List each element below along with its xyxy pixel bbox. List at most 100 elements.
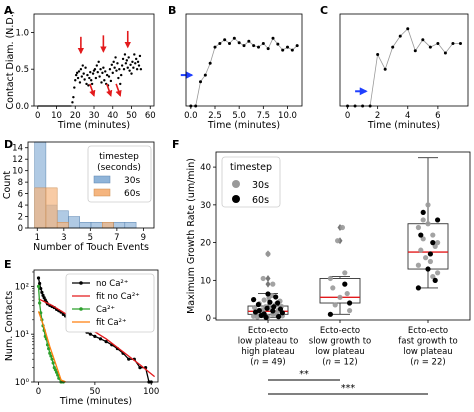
panel-b-point-3 (203, 73, 207, 77)
panel-f-category-label-1-1: slow growth to (309, 337, 371, 347)
panel-b-point-5 (213, 45, 217, 49)
panel-a-xtick-label-1: 10 (51, 111, 62, 121)
panel-f-ytick-label-2: 20 (200, 239, 211, 249)
panel-a-point-5 (75, 71, 79, 75)
panel-f-plot (247, 157, 449, 320)
panel-e-series-0-point-27 (93, 334, 97, 338)
panel-b-plot (180, 36, 299, 108)
panel-b-point-18 (276, 42, 280, 46)
panel-a-point-10 (80, 75, 84, 78)
panel-a-point-3 (74, 79, 77, 82)
panel-f-legend-marker-30s (232, 180, 240, 188)
panel-f-legend-box (221, 156, 281, 208)
panel-f-point-60s-1-1 (342, 281, 348, 287)
panel-e-series-0-point-26 (88, 332, 92, 336)
panel-a-point-13 (83, 78, 86, 81)
panel-a-point-21 (90, 82, 94, 86)
panel-f-point-30s-1-3 (342, 270, 348, 276)
panel-a-ytick-label-2: 1.0 (15, 28, 29, 38)
panel-b-xlabel: Time (minutes) (207, 120, 280, 131)
panel-a-point-54 (121, 57, 125, 61)
panel-a-point-44 (112, 60, 115, 64)
panel-c-ticks: 0 2 4 6 (345, 106, 441, 121)
panel-d-bar-30s-3 (68, 216, 80, 229)
panel-f: 0 10 20 30 40 Maximum Growth Rate (um/min) E… (186, 151, 471, 395)
panel-d-legend: timestep (seconds) 30s 60s (87, 145, 152, 203)
panel-f-ytick-label-0: 0 (206, 314, 211, 324)
panel-a-point-48 (116, 62, 119, 65)
panel-a-point-71 (137, 64, 141, 67)
panel-d-legend-box (87, 145, 152, 203)
panel-e-legend-label-0: no Ca²⁺ (96, 279, 128, 289)
panel-f-legend-title: timestep (230, 162, 272, 173)
panel-f-category-label-2-3: (n = 22) (410, 358, 445, 368)
panel-f-point-30s-2-0 (415, 224, 421, 231)
panel-e-frame (33, 269, 159, 383)
panel-d-xtick-label-4: 9 (141, 233, 146, 243)
panel-f-point-60s-2-1 (430, 240, 436, 246)
panel-a-point-24 (93, 68, 97, 71)
panel-c-point-8 (406, 27, 410, 31)
panel-c-point-9 (413, 49, 417, 53)
panel-a-point-41 (109, 79, 113, 83)
panel-b-point-10 (237, 41, 241, 45)
panel-a-arrow-diag-0 (89, 83, 96, 97)
panel-a-point-30 (99, 68, 102, 71)
panel-a-point-46 (114, 56, 117, 59)
panel-f-outlier-0-2 (265, 280, 271, 288)
panel-e-series-0-point-2 (39, 286, 43, 291)
panel-e-ytick-label-2: 10² (15, 282, 29, 292)
panel-a-point-69 (135, 68, 139, 71)
panel-f-point-30s-1-1 (332, 302, 338, 308)
panel-label-c: C (320, 4, 328, 17)
panel-f-point-60s-0-16 (275, 300, 281, 306)
panel-a-point-16 (86, 73, 89, 77)
panel-e-series-0-point-28 (98, 337, 103, 341)
panel-f-point-60s-2-5 (427, 251, 433, 257)
panel-a-xtick-label-0: 0 (35, 111, 40, 121)
panel-f-ticks: 0 10 20 30 40 (200, 163, 429, 324)
panel-f-point-60s-1-2 (347, 300, 353, 306)
panel-b-xtick-label-3: 7.5 (257, 111, 271, 121)
panel-f-point-60s-2-6 (418, 232, 424, 238)
panel-b-point-13 (252, 44, 256, 48)
panel-f-ytick-label-4: 40 (200, 163, 211, 173)
panel-a-point-49 (117, 76, 120, 80)
panel-e-ylabel: Num. Contacts (4, 291, 15, 361)
panel-e-series-0-point-3 (40, 290, 44, 294)
panel-a-point-18 (88, 76, 91, 80)
panel-b-point-12 (247, 39, 251, 43)
panel-a-point-61 (128, 69, 131, 72)
panel-a-point-28 (97, 60, 100, 64)
panel-f-point-30s-1-8 (344, 290, 350, 297)
panel-d-ytick-label-6: 12 (12, 155, 23, 165)
panel-b-point-15 (261, 41, 265, 45)
panel-a-point-33 (102, 66, 105, 69)
panel-e-series-2-point-1 (38, 301, 42, 305)
panel-d-ytick-label-5: 10 (12, 167, 23, 177)
panel-d-legend-swatch-30s (93, 175, 111, 184)
panel-f-point-60s-0-12 (271, 304, 277, 310)
panel-c-point-12 (436, 41, 440, 45)
panel-a-point-66 (133, 53, 136, 56)
panel-a-point-14 (84, 66, 87, 69)
panel-d-xlabel: Number of Touch Events (33, 242, 149, 253)
panel-c-xtick-label-3: 6 (435, 111, 440, 121)
panel-c-xtick-label-1: 2 (375, 111, 380, 121)
panel-a-xtick-label-4: 40 (107, 111, 118, 121)
panel-a-point-64 (131, 60, 134, 64)
panel-a-point-67 (134, 62, 137, 65)
panel-a-point-57 (124, 62, 128, 65)
panel-a-point-4 (74, 73, 78, 77)
panel-a-xtick-label-3: 30 (89, 111, 100, 121)
panel-a-point-42 (110, 63, 114, 66)
panel-f-category-label-1-2: low plateau (315, 347, 364, 357)
panel-f-point-30s-1-5 (330, 285, 336, 291)
panel-a-xtick-label-5: 50 (126, 111, 137, 121)
panel-a-point-29 (98, 75, 101, 78)
panel-a-ytick-label-0: 0.0 (15, 102, 29, 112)
panel-f-category-label-2-2: low plateau (403, 347, 452, 357)
panel-a-ytick-label-1: 0.5 (15, 65, 29, 75)
panel-f-point-60s-0-3 (270, 308, 276, 314)
panel-a-point-39 (107, 75, 111, 78)
